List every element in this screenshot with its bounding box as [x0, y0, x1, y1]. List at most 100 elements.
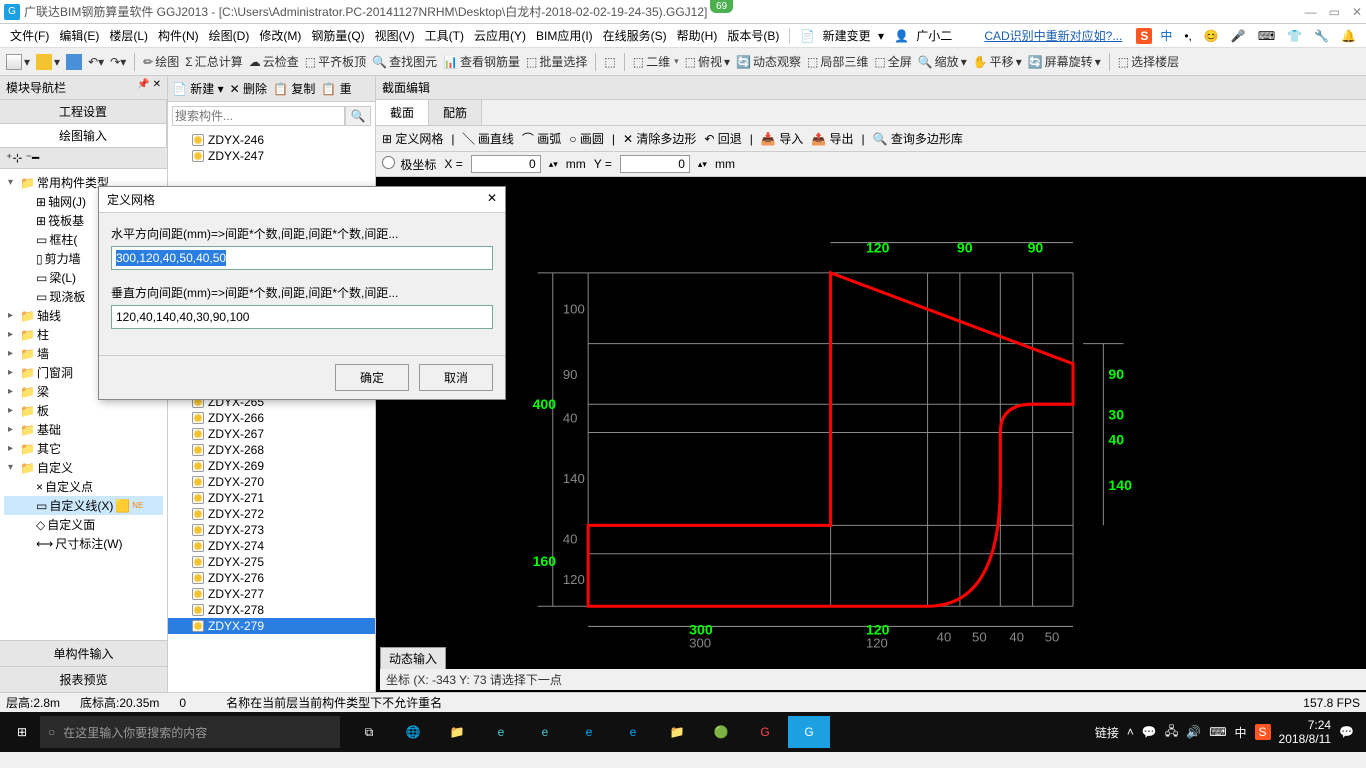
- clock[interactable]: 7:24 2018/8/11: [1279, 718, 1332, 747]
- batch-button[interactable]: ⬚ 批量选择: [526, 53, 587, 70]
- menu-component[interactable]: 构件(N): [154, 25, 203, 46]
- cancel-button[interactable]: 取消: [419, 364, 493, 391]
- tree-slab[interactable]: ▸📁板: [4, 401, 163, 420]
- dim-select[interactable]: ⬚ 二维: [633, 53, 679, 70]
- list-item[interactable]: ZDYX-270: [168, 474, 375, 490]
- import-button[interactable]: 📥 导入: [761, 130, 803, 147]
- polar-radio[interactable]: 极坐标: [382, 156, 436, 173]
- close-button[interactable]: ✕: [1352, 5, 1362, 19]
- v-spacing-input[interactable]: [111, 305, 493, 329]
- menu-floor[interactable]: 楼层(L): [105, 25, 152, 46]
- tray-ime[interactable]: 中: [1235, 724, 1247, 741]
- list-item[interactable]: ZDYX-274: [168, 538, 375, 554]
- line-button[interactable]: ╲ 画直线: [463, 130, 514, 147]
- ime-s-icon[interactable]: S: [1136, 28, 1152, 44]
- query-button[interactable]: 🔍 查询多边形库: [873, 130, 963, 147]
- ok-button[interactable]: 确定: [335, 364, 409, 391]
- list-item[interactable]: ZDYX-267: [168, 426, 375, 442]
- circle-button[interactable]: ○ 画圆: [569, 130, 604, 147]
- undo2-button[interactable]: ↶ 回退: [704, 130, 741, 147]
- taskbar-search[interactable]: ○ 在这里输入你要搜索的内容: [40, 716, 340, 748]
- list-item[interactable]: ZDYX-269: [168, 458, 375, 474]
- bird-button[interactable]: ⬚ 俯视 ▾: [685, 53, 730, 70]
- tab-project[interactable]: 工程设置: [0, 100, 167, 123]
- task-view-icon[interactable]: ⧉: [348, 716, 390, 748]
- dynamic-input-toggle[interactable]: 动态输入: [380, 647, 446, 670]
- menu-online[interactable]: 在线服务(S): [599, 25, 671, 46]
- tab-draw-input[interactable]: 绘图输入: [0, 124, 167, 147]
- zoom-button[interactable]: 🔍 缩放 ▾: [918, 53, 967, 70]
- menu-draw[interactable]: 绘图(D): [205, 25, 254, 46]
- list-item[interactable]: ZDYX-266: [168, 410, 375, 426]
- comp-new[interactable]: 📄 新建 ▾: [172, 80, 224, 97]
- ie2-icon[interactable]: e: [612, 716, 654, 748]
- new-file-button[interactable]: ▾: [6, 54, 30, 70]
- pin-icon[interactable]: 📌 ✕: [137, 79, 161, 96]
- app2-icon[interactable]: 📁: [436, 716, 478, 748]
- app1-icon[interactable]: 🌐: [392, 716, 434, 748]
- local3d-button[interactable]: ⬚ 局部三维: [807, 53, 868, 70]
- menu-modify[interactable]: 修改(M): [255, 25, 305, 46]
- view-rebar-button[interactable]: 📊 查看钢筋量: [443, 53, 520, 70]
- tray-key-icon[interactable]: ⌨: [1209, 725, 1226, 739]
- sum-button[interactable]: Σ 汇总计算: [185, 53, 242, 70]
- draw-button[interactable]: ✏ 绘图: [143, 53, 179, 70]
- open-button[interactable]: ▾: [36, 54, 60, 70]
- list-item[interactable]: ZDYX-277: [168, 586, 375, 602]
- comp-copy[interactable]: 📋 复制: [273, 80, 315, 97]
- sel-floor-button[interactable]: ⬚ 选择楼层: [1118, 53, 1179, 70]
- comp-more[interactable]: 📋 重: [321, 80, 351, 97]
- list-item[interactable]: ZDYX-246: [168, 132, 375, 148]
- list-item[interactable]: ZDYX-273: [168, 522, 375, 538]
- rotate-button[interactable]: 🔄 屏幕旋转 ▾: [1028, 53, 1101, 70]
- fullscreen-button[interactable]: ⬚ 全屏: [874, 53, 911, 70]
- y-input[interactable]: [620, 155, 690, 173]
- tree-cline[interactable]: ▭ 自定义线(X) 🟨NE: [4, 496, 163, 515]
- tree-found[interactable]: ▸📁基础: [4, 420, 163, 439]
- find-button[interactable]: 🔍 查找图元: [372, 53, 437, 70]
- list-item[interactable]: ZDYX-275: [168, 554, 375, 570]
- minimize-button[interactable]: —: [1305, 5, 1317, 19]
- arc-button[interactable]: ⌒ 画弧: [522, 130, 561, 147]
- canvas-viewport[interactable]: 100 90 40 140 40 120 400 160 300 300 120…: [376, 177, 1366, 692]
- tree-other[interactable]: ▸📁其它: [4, 439, 163, 458]
- menu-rebar[interactable]: 钢筋量(Q): [307, 25, 368, 46]
- maximize-button[interactable]: ▭: [1329, 5, 1340, 19]
- bt-report[interactable]: 报表预览: [0, 666, 167, 692]
- x-input[interactable]: [471, 155, 541, 173]
- app5-icon[interactable]: G: [788, 716, 830, 748]
- notifications-icon[interactable]: 💬: [1339, 725, 1354, 739]
- bt-single[interactable]: 单构件输入: [0, 640, 167, 666]
- undo-button[interactable]: ↶▾: [88, 55, 104, 69]
- new-change-button[interactable]: 📄 新建变更 ▾: [796, 25, 888, 46]
- dialog-close-button[interactable]: ✕: [487, 191, 497, 208]
- export-button[interactable]: 📤 导出: [811, 130, 853, 147]
- comp-del[interactable]: ✕ 删除: [230, 80, 267, 97]
- menu-view[interactable]: 视图(V): [371, 25, 419, 46]
- app4-icon[interactable]: G: [744, 716, 786, 748]
- pan-button[interactable]: ✋ 平移 ▾: [973, 53, 1022, 70]
- explorer-icon[interactable]: 📁: [656, 716, 698, 748]
- tree-custom[interactable]: ▾📁自定义: [4, 458, 163, 477]
- tray-s-icon[interactable]: S: [1255, 724, 1271, 740]
- tab-section[interactable]: 截面: [376, 100, 429, 125]
- browser-icon[interactable]: e: [568, 716, 610, 748]
- menu-version[interactable]: 版本号(B): [723, 25, 783, 46]
- menu-cloud[interactable]: 云应用(Y): [470, 25, 530, 46]
- ie-icon[interactable]: e: [524, 716, 566, 748]
- tree-cpoint[interactable]: × 自定义点: [4, 477, 163, 496]
- user-label[interactable]: 👤 广小二: [890, 25, 960, 46]
- clear-button[interactable]: ✕ 清除多边形: [623, 130, 696, 147]
- save-button[interactable]: [66, 54, 82, 70]
- spacer-icon[interactable]: ⬚: [604, 55, 615, 69]
- def-grid-button[interactable]: ⊞ 定义网格: [382, 130, 443, 147]
- tree-cface[interactable]: ◇ 自定义面: [4, 515, 163, 534]
- tray-up-icon[interactable]: ˄: [1127, 725, 1134, 739]
- tab-rebar[interactable]: 配筋: [429, 100, 482, 125]
- tray-net-icon[interactable]: 🖧: [1165, 722, 1178, 743]
- tray-vol-icon[interactable]: 🔊: [1186, 725, 1201, 739]
- list-item[interactable]: ZDYX-272: [168, 506, 375, 522]
- h-spacing-input[interactable]: 300,120,40,50,40,50: [111, 246, 493, 270]
- cad-help-link[interactable]: CAD识别中重新对应如?...: [980, 25, 1126, 46]
- app3-icon[interactable]: 🟢: [700, 716, 742, 748]
